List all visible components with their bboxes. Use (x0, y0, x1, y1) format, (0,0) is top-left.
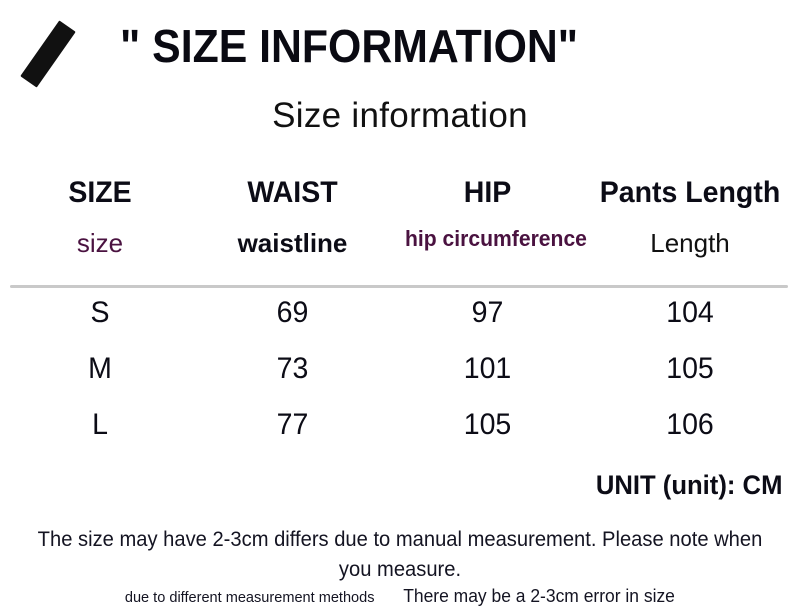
table-row: S 69 97 104 (0, 296, 800, 352)
column-header-pants-length: Pants Length (599, 176, 781, 209)
measurement-note-methods: due to different measurement methods (124, 589, 375, 606)
table-row: M 73 101 105 (0, 352, 800, 408)
size-table: SIZE WAIST HIP Pants Length size waistli… (0, 176, 800, 284)
cell-waist: 69 (276, 296, 309, 329)
table-subheader-row: size waistline hip circumference Length (0, 226, 800, 284)
cell-hip: 105 (463, 408, 512, 441)
cell-length: 104 (666, 296, 714, 329)
cell-length: 106 (666, 408, 714, 441)
column-subheader-length: Length (650, 228, 730, 258)
column-header-size: SIZE (68, 176, 132, 209)
table-row: L 77 105 106 (0, 408, 800, 464)
column-subheader-hip-circumference: hip circumference (405, 226, 587, 251)
page-subtitle: Size information (272, 96, 528, 135)
unit-label: UNIT (unit): CM (595, 470, 782, 500)
cell-size: S (90, 296, 110, 329)
cell-hip: 97 (471, 296, 504, 329)
cell-length: 105 (666, 352, 714, 385)
diagonal-slash-icon (20, 20, 76, 88)
table-body: S 69 97 104 M 73 101 105 L 77 105 106 (0, 296, 800, 464)
column-subheader-size: size (76, 228, 124, 258)
header-divider (10, 285, 788, 288)
table-header-row: SIZE WAIST HIP Pants Length (0, 176, 800, 228)
column-header-hip: HIP (463, 176, 512, 209)
cell-waist: 73 (276, 352, 309, 385)
measurement-disclaimer: The size may have 2-3cm differs due to m… (37, 528, 763, 582)
column-subheader-waistline: waistline (237, 228, 348, 258)
measurement-note-row: due to different measurement methods The… (0, 586, 800, 607)
measurement-note-error: There may be a 2-3cm error in size (403, 586, 675, 606)
page-title: " SIZE INFORMATION" (120, 20, 579, 72)
cell-size: M (88, 352, 112, 385)
cell-waist: 77 (276, 408, 309, 441)
cell-hip: 101 (463, 352, 512, 385)
cell-size: L (92, 408, 108, 441)
column-header-waist: WAIST (247, 176, 338, 209)
